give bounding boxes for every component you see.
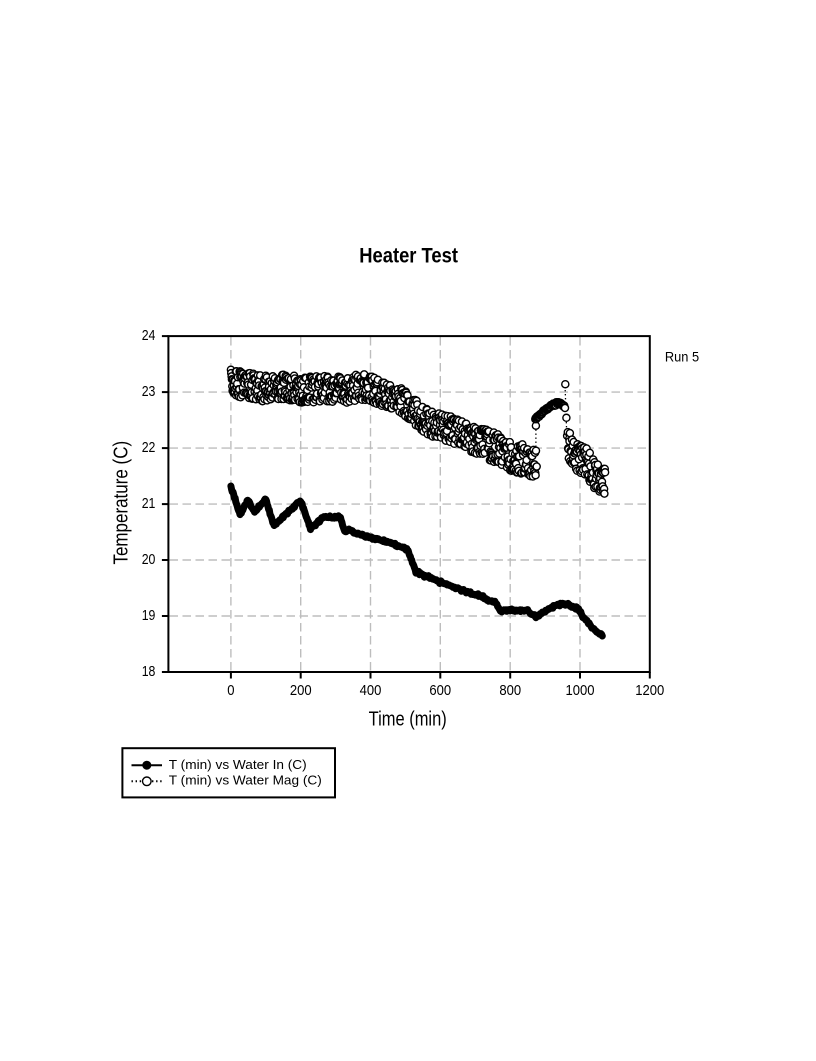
svg-text:600: 600 xyxy=(429,682,451,698)
svg-text:18: 18 xyxy=(142,663,156,679)
svg-text:0: 0 xyxy=(227,682,235,698)
svg-text:800: 800 xyxy=(499,682,521,698)
svg-text:200: 200 xyxy=(290,682,312,698)
svg-text:20: 20 xyxy=(142,551,156,567)
svg-text:Heater Test: Heater Test xyxy=(359,244,458,267)
svg-text:19: 19 xyxy=(142,607,156,623)
svg-text:T (min) vs Water In (C): T (min) vs Water In (C) xyxy=(169,757,307,772)
svg-text:T (min) vs Water Mag (C): T (min) vs Water Mag (C) xyxy=(169,773,322,788)
svg-text:1000: 1000 xyxy=(565,682,594,698)
svg-text:400: 400 xyxy=(360,682,382,698)
svg-text:Time (min): Time (min) xyxy=(369,707,447,730)
svg-text:22: 22 xyxy=(142,439,156,455)
svg-text:24: 24 xyxy=(142,327,156,343)
svg-text:23: 23 xyxy=(142,383,156,399)
svg-text:21: 21 xyxy=(142,495,156,511)
svg-text:Run 5: Run 5 xyxy=(665,349,699,364)
svg-text:1200: 1200 xyxy=(635,682,664,698)
svg-text:Temperature (C): Temperature (C) xyxy=(109,441,132,565)
